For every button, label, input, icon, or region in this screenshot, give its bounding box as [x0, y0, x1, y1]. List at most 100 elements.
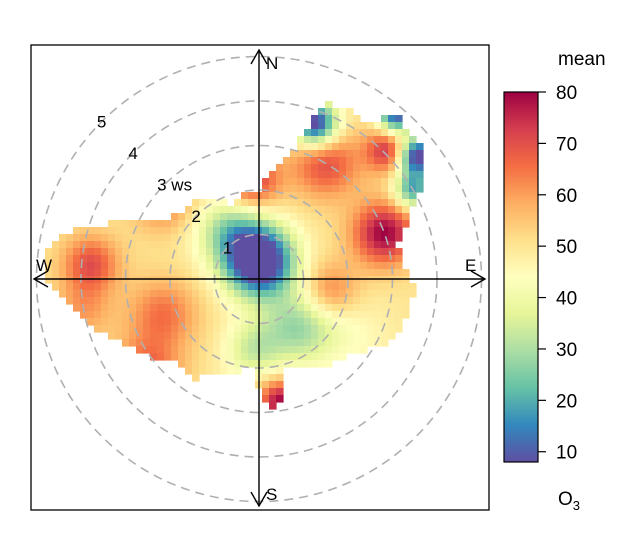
heat-cell: [248, 220, 256, 228]
heat-cell: [136, 290, 144, 298]
heat-cell: [346, 115, 354, 123]
heat-cell: [325, 129, 333, 137]
heat-cell: [59, 290, 67, 298]
heat-cell: [346, 283, 354, 291]
heat-cell: [318, 269, 326, 277]
heat-cell: [178, 346, 186, 354]
heat-cell: [360, 332, 368, 340]
heat-cell: [332, 255, 340, 263]
heat-cell: [388, 199, 396, 207]
heat-cell: [332, 269, 340, 277]
heat-cell: [129, 234, 137, 242]
heat-cell: [185, 255, 193, 263]
heat-cell: [353, 199, 361, 207]
heat-cell: [409, 136, 417, 144]
heat-cell: [227, 262, 235, 270]
heat-cell: [290, 297, 298, 305]
heat-cell: [248, 360, 256, 368]
heat-cell: [311, 311, 319, 319]
heat-cell: [395, 325, 403, 333]
heat-cell: [318, 318, 326, 326]
heat-cell: [332, 283, 340, 291]
heat-cell: [108, 220, 116, 228]
heat-cell: [367, 220, 375, 228]
heat-cell: [311, 171, 319, 179]
heat-cell: [248, 332, 256, 340]
heat-cell: [395, 171, 403, 179]
heat-cell: [332, 311, 340, 319]
heat-cell: [178, 290, 186, 298]
heat-cell: [297, 171, 305, 179]
heat-cell: [262, 395, 270, 403]
heat-cell: [276, 248, 284, 256]
heat-cell: [325, 304, 333, 312]
heat-cell: [73, 248, 81, 256]
heat-cell: [213, 367, 221, 375]
heat-cell: [290, 192, 298, 200]
heat-cell: [241, 353, 249, 361]
heat-cell: [262, 297, 270, 305]
heat-cell: [94, 304, 102, 312]
heat-cell: [339, 290, 347, 298]
heat-cell: [220, 346, 228, 354]
heat-cell: [360, 199, 368, 207]
heat-cell: [269, 353, 277, 361]
heat-cell: [374, 234, 382, 242]
heat-cell: [346, 234, 354, 242]
heat-cell: [276, 185, 284, 193]
heat-cell: [304, 360, 312, 368]
heat-cell: [248, 276, 256, 284]
heat-cell: [409, 283, 417, 291]
heat-cell: [73, 255, 81, 263]
west-label: W: [36, 256, 52, 275]
heat-cell: [339, 157, 347, 165]
heat-cell: [311, 122, 319, 130]
heat-cell: [206, 332, 214, 340]
heat-cell: [73, 262, 81, 270]
heat-cell: [360, 178, 368, 186]
heat-cell: [297, 206, 305, 214]
heat-cell: [318, 206, 326, 214]
heat-cell: [185, 332, 193, 340]
heat-cell: [353, 143, 361, 151]
heat-cell: [311, 234, 319, 242]
heat-cell: [178, 325, 186, 333]
heat-cell: [164, 318, 172, 326]
heat-cell: [199, 255, 207, 263]
heat-cell: [248, 339, 256, 347]
heat-cell: [227, 269, 235, 277]
heat-cell: [87, 248, 95, 256]
heat-cell: [150, 220, 158, 228]
heat-cell: [234, 297, 242, 305]
heat-cell: [206, 290, 214, 298]
heat-cell: [80, 290, 88, 298]
heat-cell: [325, 157, 333, 165]
heat-cell: [129, 325, 137, 333]
heat-cell: [283, 164, 291, 172]
heat-cell: [325, 332, 333, 340]
heat-cell: [213, 360, 221, 368]
heat-cell: [283, 157, 291, 165]
heat-cell: [241, 339, 249, 347]
heat-cell: [276, 213, 284, 221]
heat-cell: [339, 241, 347, 249]
heat-cell: [395, 304, 403, 312]
heat-cell: [157, 234, 165, 242]
heat-cell: [339, 213, 347, 221]
heat-cell: [339, 346, 347, 354]
heat-cell: [262, 381, 270, 389]
heat-cell: [276, 339, 284, 347]
heat-cell: [388, 185, 396, 193]
heat-cell: [185, 304, 193, 312]
heat-cell: [199, 360, 207, 368]
heat-cell: [283, 255, 291, 263]
heat-cell: [234, 318, 242, 326]
heat-cell: [325, 297, 333, 305]
heat-cell: [374, 290, 382, 298]
heat-cell: [283, 276, 291, 284]
heat-cell: [339, 353, 347, 361]
heat-cell: [101, 325, 109, 333]
heat-cell: [402, 304, 410, 312]
heat-cell: [304, 157, 312, 165]
heat-cell: [178, 297, 186, 305]
